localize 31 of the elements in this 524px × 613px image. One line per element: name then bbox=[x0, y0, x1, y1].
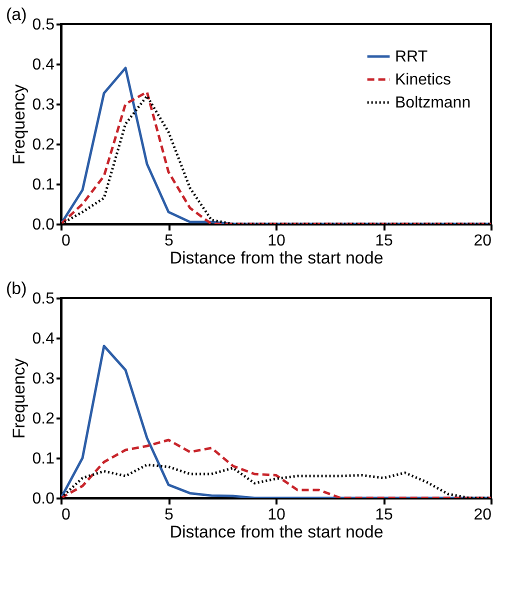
chart-title: (b) bbox=[6, 279, 27, 298]
x-tick-label: 10 bbox=[268, 232, 286, 250]
legend-label: RRT bbox=[395, 48, 428, 66]
x-tick-label: 20 bbox=[474, 232, 492, 250]
y-tick-label: 0.1 bbox=[32, 176, 55, 194]
y-tick-label: 0.2 bbox=[32, 136, 55, 154]
y-tick-label: 0.1 bbox=[32, 450, 55, 468]
x-tick-label: 15 bbox=[375, 232, 393, 250]
y-tick-label: 0.3 bbox=[32, 96, 55, 114]
y-tick-label: 0.4 bbox=[32, 330, 55, 348]
x-tick-label: 20 bbox=[474, 506, 492, 524]
y-tick-label: 0.2 bbox=[32, 410, 55, 428]
x-axis-title: Distance from the start node bbox=[170, 248, 384, 268]
x-tick-label: 5 bbox=[164, 506, 174, 524]
x-tick-label: 0 bbox=[62, 506, 70, 524]
y-tick-label: 0.5 bbox=[32, 16, 55, 34]
x-tick-label: 5 bbox=[164, 232, 174, 250]
y-tick-label: 0.4 bbox=[32, 56, 55, 74]
y-tick-label: 0.0 bbox=[32, 490, 55, 508]
chart-title: (a) bbox=[6, 5, 27, 24]
y-tick-label: 0.5 bbox=[32, 290, 55, 308]
x-axis-title: Distance from the start node bbox=[170, 522, 384, 542]
y-tick-label: 0.3 bbox=[32, 370, 55, 388]
x-tick-label: 10 bbox=[268, 506, 286, 524]
y-tick-label: 0.0 bbox=[32, 216, 55, 234]
x-tick-label: 0 bbox=[62, 232, 70, 250]
y-axis-title: Frequency bbox=[9, 84, 28, 165]
legend-label: Boltzmann bbox=[395, 94, 471, 112]
x-tick-label: 15 bbox=[375, 506, 393, 524]
legend-label: Kinetics bbox=[395, 72, 452, 88]
y-axis-title: Frequency bbox=[9, 358, 28, 439]
